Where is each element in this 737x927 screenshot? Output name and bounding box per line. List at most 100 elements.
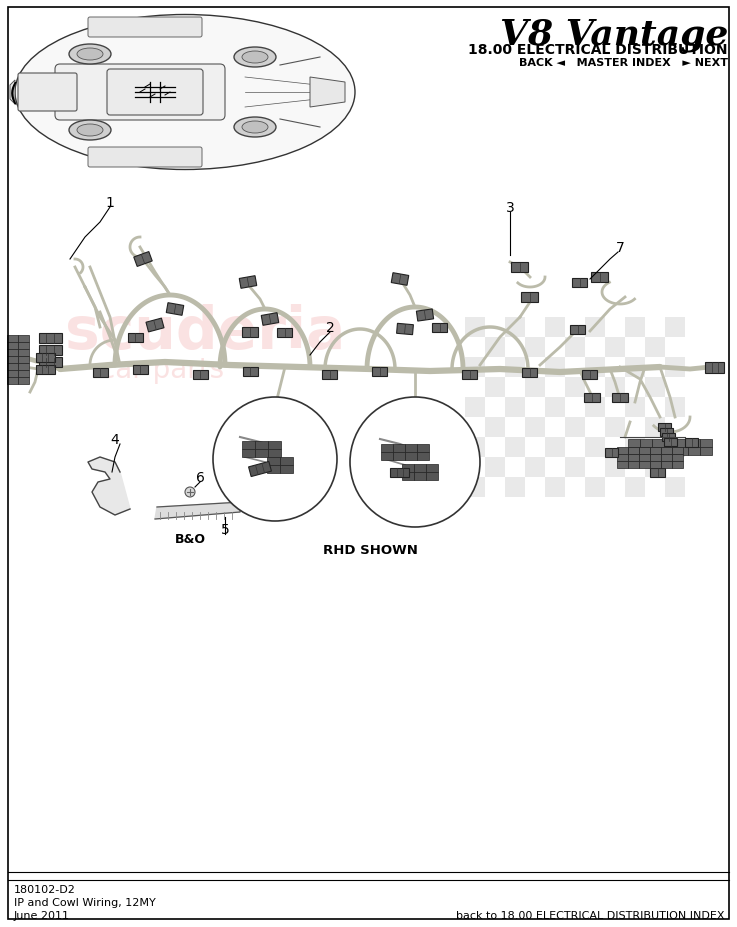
FancyBboxPatch shape bbox=[93, 368, 108, 377]
Ellipse shape bbox=[242, 121, 268, 133]
Bar bbox=[18, 356, 29, 363]
Bar bbox=[605, 417, 625, 438]
Bar bbox=[545, 438, 565, 458]
Bar bbox=[661, 447, 672, 454]
Bar bbox=[381, 452, 393, 461]
Ellipse shape bbox=[15, 16, 355, 171]
Bar bbox=[665, 318, 685, 337]
Text: 3: 3 bbox=[506, 201, 514, 215]
Ellipse shape bbox=[69, 44, 111, 65]
FancyBboxPatch shape bbox=[38, 358, 61, 368]
Bar bbox=[485, 458, 505, 477]
Bar bbox=[505, 477, 525, 498]
Circle shape bbox=[350, 398, 480, 527]
Bar bbox=[402, 473, 414, 480]
Bar bbox=[505, 358, 525, 377]
FancyBboxPatch shape bbox=[658, 424, 671, 432]
Bar bbox=[628, 454, 639, 461]
Bar bbox=[267, 465, 280, 474]
Bar bbox=[672, 447, 683, 454]
Bar bbox=[628, 461, 639, 468]
FancyBboxPatch shape bbox=[133, 365, 147, 375]
Bar bbox=[661, 461, 672, 468]
FancyBboxPatch shape bbox=[278, 328, 293, 337]
Bar bbox=[650, 447, 661, 454]
FancyBboxPatch shape bbox=[606, 448, 618, 457]
Bar bbox=[402, 464, 414, 473]
Bar bbox=[639, 447, 650, 454]
Bar bbox=[405, 445, 417, 452]
Bar bbox=[465, 398, 485, 417]
Bar bbox=[18, 371, 29, 377]
Bar bbox=[505, 438, 525, 458]
Bar bbox=[650, 454, 661, 461]
FancyBboxPatch shape bbox=[242, 367, 257, 376]
Bar bbox=[505, 318, 525, 337]
Text: BACK ◄   MASTER INDEX   ► NEXT: BACK ◄ MASTER INDEX ► NEXT bbox=[519, 57, 728, 68]
FancyBboxPatch shape bbox=[128, 333, 142, 342]
Text: B&O: B&O bbox=[175, 532, 206, 545]
Bar bbox=[688, 448, 700, 455]
FancyBboxPatch shape bbox=[35, 365, 55, 375]
FancyBboxPatch shape bbox=[391, 273, 409, 286]
Text: 18.00 ELECTRICAL DISTRIBUTION: 18.00 ELECTRICAL DISTRIBUTION bbox=[469, 43, 728, 57]
FancyBboxPatch shape bbox=[18, 74, 77, 112]
Bar bbox=[565, 458, 585, 477]
Bar bbox=[485, 417, 505, 438]
Bar bbox=[645, 417, 665, 438]
Polygon shape bbox=[310, 78, 345, 108]
FancyBboxPatch shape bbox=[88, 147, 202, 168]
Bar bbox=[617, 461, 628, 468]
Bar bbox=[465, 438, 485, 458]
Circle shape bbox=[213, 398, 337, 521]
Bar bbox=[242, 441, 256, 450]
Bar bbox=[625, 398, 645, 417]
Bar bbox=[565, 417, 585, 438]
FancyBboxPatch shape bbox=[134, 252, 153, 267]
Polygon shape bbox=[88, 458, 130, 515]
Bar bbox=[672, 454, 683, 461]
FancyBboxPatch shape bbox=[397, 324, 413, 336]
Bar bbox=[565, 377, 585, 398]
FancyBboxPatch shape bbox=[38, 346, 61, 356]
Bar bbox=[465, 477, 485, 498]
FancyBboxPatch shape bbox=[522, 293, 539, 303]
Text: back to 18.00 ELECTRICAL DISTRIBUTION INDEX: back to 18.00 ELECTRICAL DISTRIBUTION IN… bbox=[456, 910, 725, 920]
Bar bbox=[7, 377, 18, 385]
FancyBboxPatch shape bbox=[146, 319, 164, 333]
Bar bbox=[625, 318, 645, 337]
Bar bbox=[417, 445, 429, 452]
Bar bbox=[525, 377, 545, 398]
Bar bbox=[426, 473, 438, 480]
Bar bbox=[652, 439, 664, 448]
FancyBboxPatch shape bbox=[261, 313, 279, 326]
Text: 2: 2 bbox=[326, 321, 335, 335]
Text: RHD SHOWN: RHD SHOWN bbox=[323, 543, 417, 556]
FancyBboxPatch shape bbox=[372, 367, 388, 376]
Bar bbox=[661, 454, 672, 461]
Bar bbox=[242, 450, 256, 458]
Bar bbox=[676, 439, 688, 448]
Bar bbox=[18, 363, 29, 370]
Text: IP and Cowl Wiring, 12MY: IP and Cowl Wiring, 12MY bbox=[14, 897, 156, 907]
Bar bbox=[7, 349, 18, 356]
Bar bbox=[617, 447, 628, 454]
Bar bbox=[545, 477, 565, 498]
Bar bbox=[585, 318, 605, 337]
Text: 4: 4 bbox=[111, 433, 119, 447]
Ellipse shape bbox=[242, 52, 268, 64]
Bar bbox=[393, 445, 405, 452]
Bar bbox=[405, 452, 417, 461]
FancyBboxPatch shape bbox=[660, 428, 674, 437]
Bar bbox=[485, 337, 505, 358]
Bar bbox=[525, 337, 545, 358]
Bar bbox=[676, 448, 688, 455]
Bar bbox=[545, 358, 565, 377]
FancyBboxPatch shape bbox=[663, 434, 676, 441]
FancyBboxPatch shape bbox=[665, 438, 677, 447]
Bar bbox=[280, 465, 293, 474]
FancyBboxPatch shape bbox=[463, 370, 478, 379]
FancyBboxPatch shape bbox=[107, 70, 203, 116]
Bar bbox=[605, 337, 625, 358]
Bar bbox=[617, 454, 628, 461]
